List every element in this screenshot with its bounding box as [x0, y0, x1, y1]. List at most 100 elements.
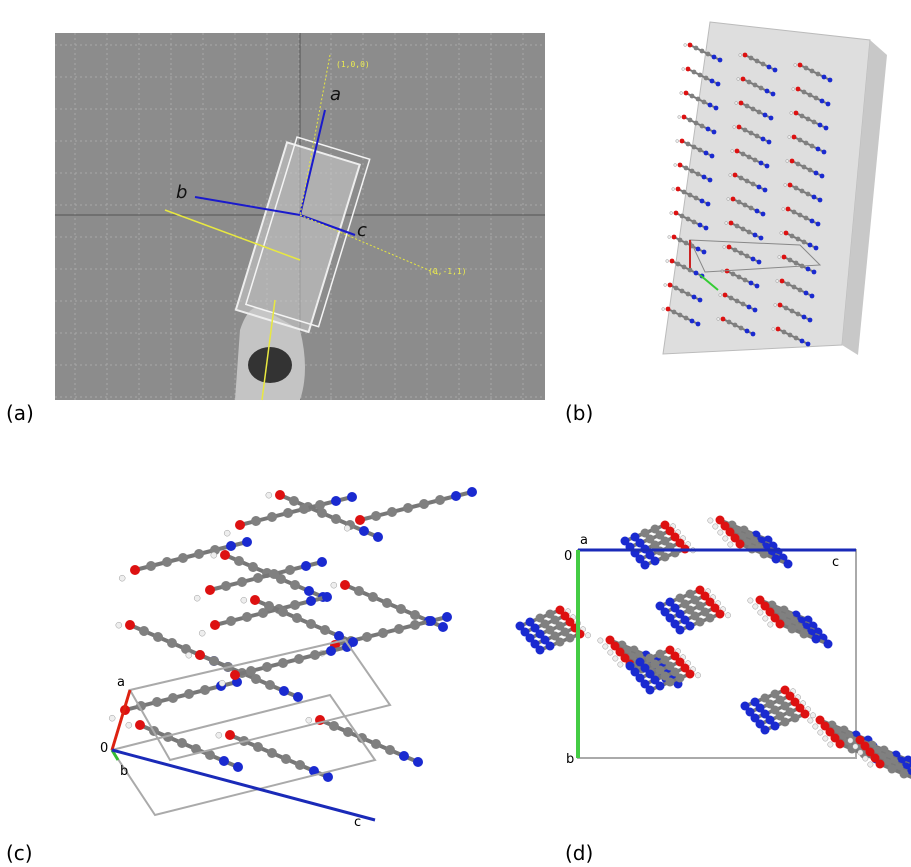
atom: [682, 68, 685, 71]
atom: [556, 638, 565, 647]
atom: [344, 525, 350, 531]
atom: [692, 295, 697, 300]
atom: [700, 124, 705, 129]
atom: [731, 150, 734, 153]
atom: [435, 495, 445, 505]
atom: [199, 630, 205, 636]
axis-label: 0: [100, 741, 108, 756]
atom: [812, 635, 821, 644]
atom: [708, 103, 713, 108]
atom: [694, 121, 699, 126]
atom: [690, 319, 695, 324]
atom: [804, 216, 809, 221]
atom: [692, 70, 697, 75]
atom: [329, 721, 339, 731]
atom: [736, 540, 745, 549]
atom: [721, 317, 726, 322]
atom: [749, 56, 754, 61]
atom: [733, 173, 738, 178]
atom: [810, 713, 815, 718]
atom: [781, 718, 790, 727]
atom: [219, 756, 229, 766]
atom: [712, 55, 717, 60]
atom: [802, 165, 807, 170]
atom: [757, 185, 762, 190]
atom: [694, 46, 699, 51]
atom: [283, 508, 293, 518]
atom: [790, 309, 795, 314]
atom: [566, 634, 575, 643]
atom: [688, 118, 693, 123]
atom: [814, 171, 819, 176]
atom: [767, 140, 772, 145]
atom: [729, 221, 734, 226]
atom: [806, 117, 811, 122]
atom: [322, 592, 332, 602]
atom: [804, 291, 809, 296]
atom: [235, 520, 245, 530]
atom: [816, 222, 821, 227]
atom: [674, 164, 677, 167]
atom: [776, 280, 779, 283]
atom: [706, 614, 715, 623]
atom: [692, 220, 697, 225]
atom: [688, 43, 693, 48]
atom: [808, 93, 813, 98]
atom: [788, 258, 793, 263]
atom: [753, 83, 758, 88]
atom: [216, 732, 222, 738]
atom: [334, 631, 344, 641]
atom: [719, 294, 722, 297]
atom: [794, 64, 797, 67]
atom: [863, 756, 868, 761]
atom: [784, 184, 787, 187]
atom: [368, 592, 378, 602]
atom: [162, 557, 172, 567]
atom: [696, 97, 701, 102]
atom: [678, 238, 683, 243]
atom: [241, 597, 247, 603]
atom: [755, 134, 760, 139]
atom: [782, 255, 787, 260]
atom: [759, 236, 764, 241]
atom: [763, 188, 768, 193]
atom: [153, 632, 163, 642]
atom: [289, 496, 299, 506]
atom: [788, 333, 793, 338]
atom: [747, 305, 752, 310]
atom: [168, 693, 178, 703]
atom: [278, 658, 288, 668]
atom: [226, 616, 236, 626]
atom: [209, 656, 219, 666]
atom: [285, 565, 295, 575]
atom: [733, 126, 736, 129]
panel-label: (d): [565, 841, 593, 865]
atom: [761, 137, 766, 142]
atom: [674, 286, 679, 291]
atom: [774, 304, 777, 307]
atom: [708, 178, 713, 183]
atom: [735, 299, 740, 304]
atom: [713, 524, 718, 529]
atom: [828, 742, 833, 747]
atom: [810, 294, 815, 299]
atom: [794, 336, 799, 341]
atom: [800, 630, 809, 639]
atom: [818, 198, 823, 203]
atom: [220, 550, 230, 560]
atom: [394, 624, 404, 634]
atom: [810, 219, 815, 224]
atom: [278, 607, 288, 617]
atom: [686, 217, 691, 222]
atom: [735, 224, 740, 229]
atom: [822, 75, 827, 80]
atom: [794, 111, 799, 116]
atom: [301, 561, 311, 571]
atom: [226, 541, 236, 551]
atom: [745, 104, 750, 109]
atom: [684, 241, 689, 246]
atom: [264, 601, 274, 611]
atom: [745, 329, 750, 334]
atom: [253, 573, 263, 583]
atom: [761, 62, 766, 67]
